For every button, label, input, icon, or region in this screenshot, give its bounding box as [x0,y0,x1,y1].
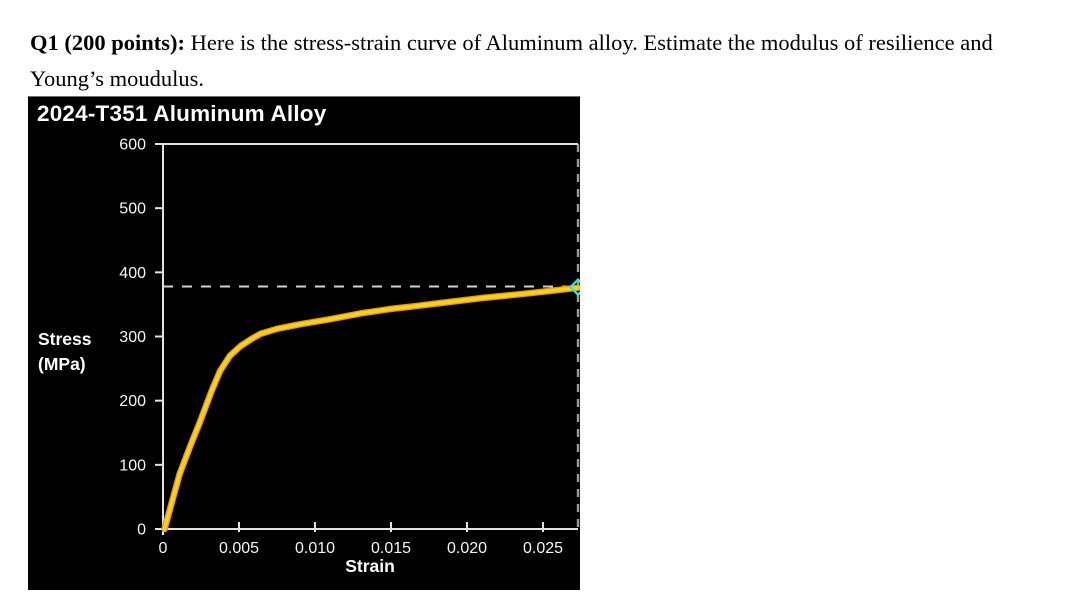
y-axis-label: Stress (MPa) [38,327,92,377]
y-tick-label: 300 [119,329,146,346]
y-tick-label: 0 [137,522,146,539]
y-tick-label: 600 [119,137,146,154]
stress-strain-chart: 0 100 200 300 400 500 600 0 0.005 0.010 0.015 0.020… [119,137,580,557]
x-tick-label: 0 [159,540,168,557]
stress-strain-curve [162,285,580,531]
x-tick-label: 0.005 [219,540,259,557]
x-tick-label: 0.025 [523,540,563,557]
question-text: Q1 (200 points): Here is the stress-stra… [30,25,1068,97]
x-tick-label: 0.015 [371,540,411,557]
x-tick-label: 0.020 [447,540,487,557]
x-axis-label: Strain [345,556,395,576]
x-tick-label: 0.010 [295,540,335,557]
question-body: Here is the stress-strain curve of Alumi… [30,29,993,91]
y-tick-label: 400 [119,265,146,282]
y-tick-label: 200 [119,393,146,410]
y-axis-label-line2: (MPa) [38,354,86,374]
y-tick-label: 500 [119,201,146,218]
y-axis-label-line1: Stress [38,329,92,349]
chart-title: 2024-T351 Aluminum Alloy [37,101,327,126]
stress-strain-curve-outline [161,284,580,533]
end-marker-diamond-icon [568,277,580,297]
question-number: Q1 (200 points): [30,29,186,55]
stress-strain-figure: 0 100 200 300 400 500 600 0 0.005 0.010 0.015 0.020… [28,96,580,590]
y-tick-label: 100 [119,457,146,474]
